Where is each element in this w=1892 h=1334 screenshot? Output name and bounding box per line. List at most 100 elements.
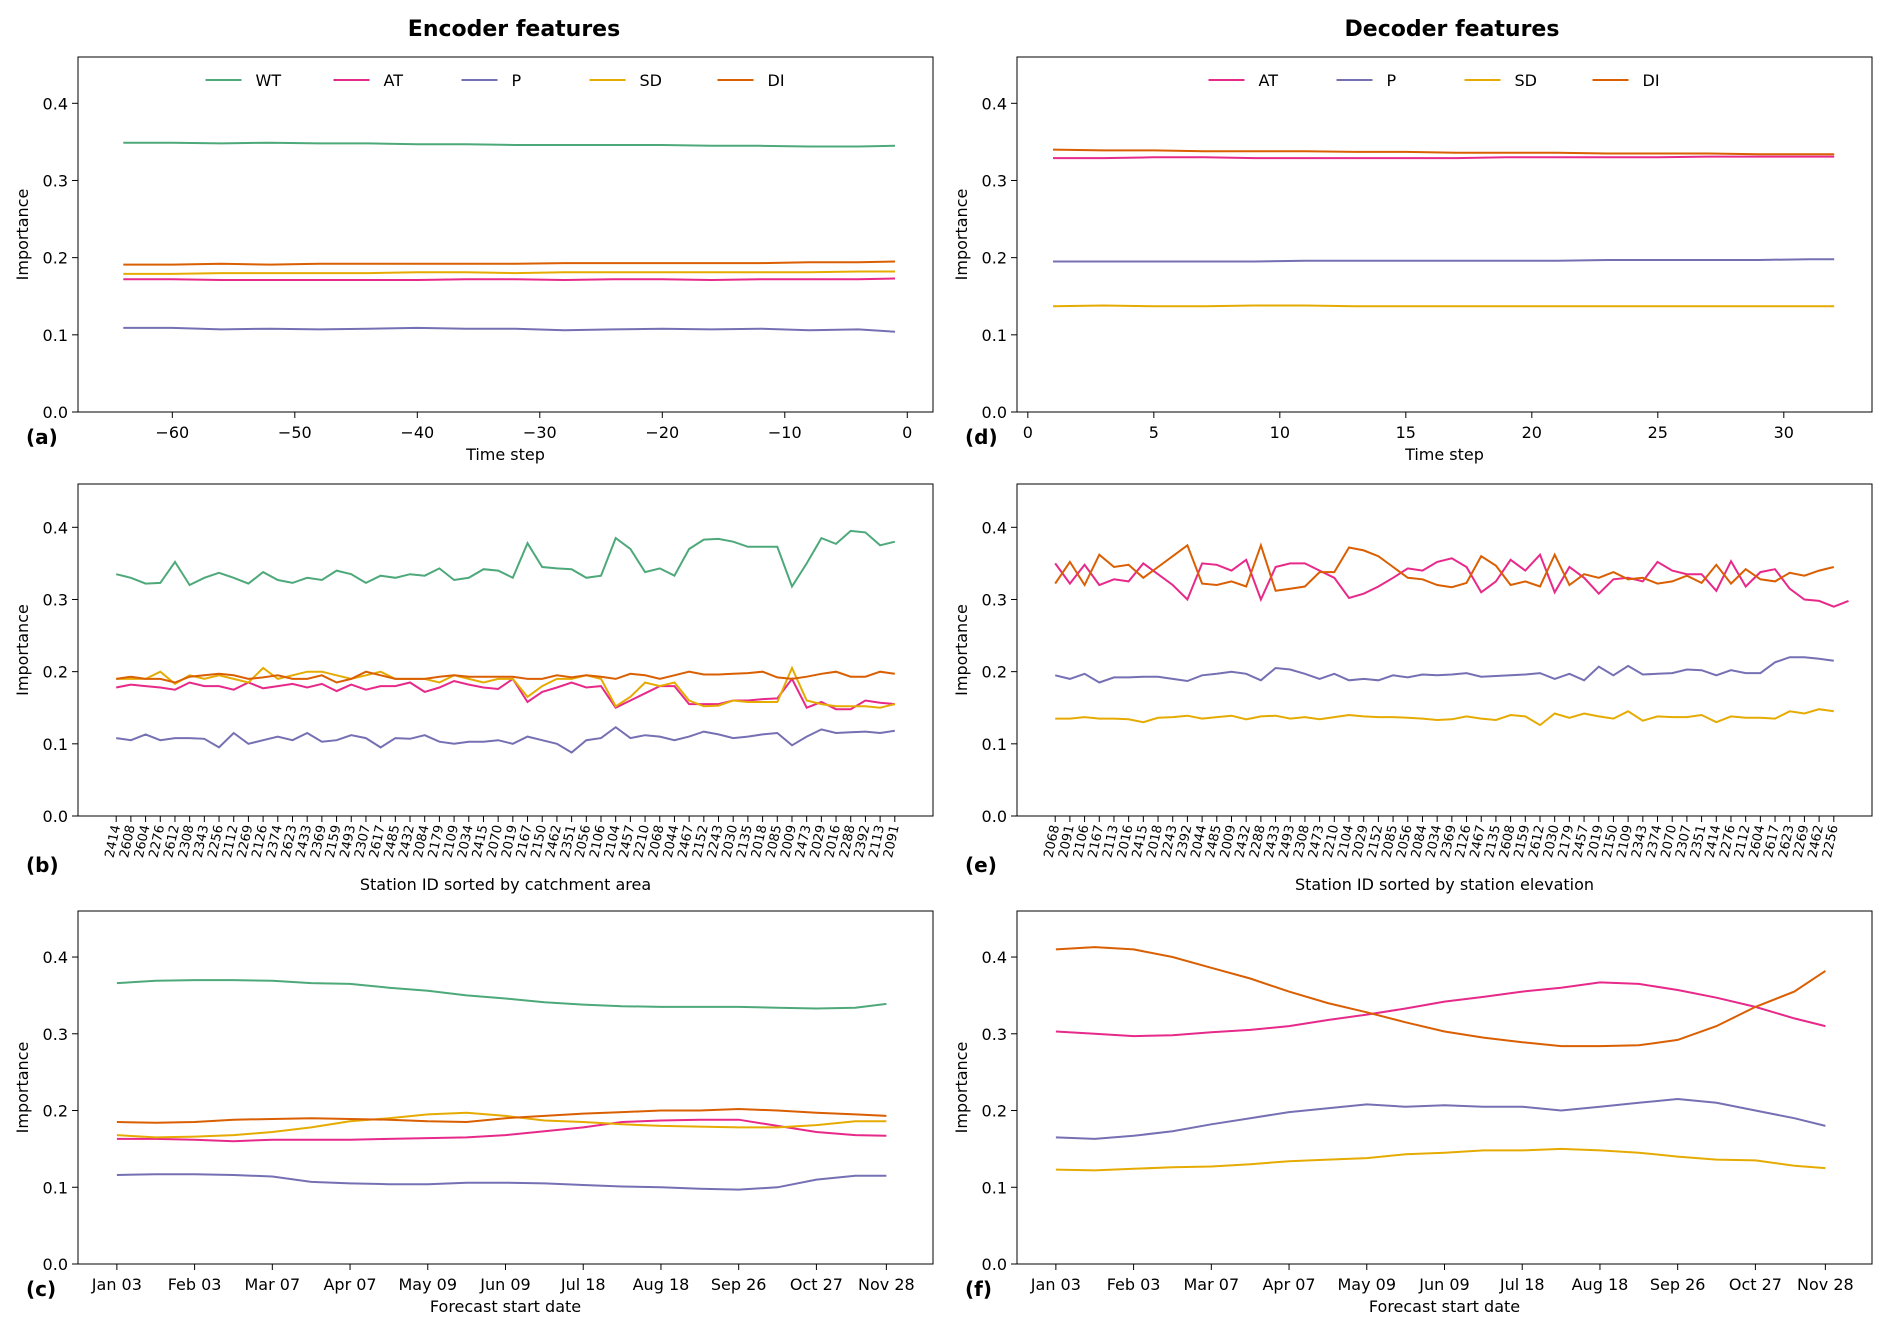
x-tick-label: 2351: [558, 824, 580, 859]
x-tick-label: 2106: [587, 824, 609, 859]
x-tick-label: 0: [902, 423, 912, 442]
series-line-wt: [115, 529, 896, 589]
x-tick-label: 2034: [1424, 824, 1446, 859]
y-tick-label: 0.1: [982, 1178, 1007, 1197]
x-tick-label: 2276: [147, 824, 169, 859]
y-tick-label: 0.0: [982, 403, 1007, 422]
axes-frame: [77, 483, 934, 817]
x-tick-label: Aug 18: [1572, 1275, 1629, 1294]
legend-label-at: AT: [384, 71, 404, 90]
x-axis-label: Station ID sorted by station elevation: [1295, 875, 1594, 894]
x-tick-label: 2414: [103, 824, 125, 859]
x-tick-label: Jan 03: [91, 1275, 142, 1294]
series-line-di: [123, 260, 896, 266]
x-tick-label: 2009: [1218, 824, 1240, 859]
series-line-wt: [123, 141, 896, 148]
x-tick-label: 2493: [1277, 824, 1299, 859]
y-tick-label: 0.2: [982, 1102, 1007, 1121]
series-line-p: [1053, 258, 1835, 263]
x-tick-label: 2243: [1159, 824, 1181, 859]
legend-label-di: DI: [1643, 71, 1660, 90]
x-tick-label: 2433: [294, 824, 316, 859]
x-tick-label: 2432: [396, 824, 418, 859]
series-line-sd: [1055, 708, 1834, 727]
series-line-di: [116, 670, 895, 684]
series-line-di: [1052, 148, 1835, 156]
x-tick-label: 2269: [1791, 824, 1813, 859]
x-tick-label: 2106: [1071, 824, 1093, 859]
x-tick-label: 2135: [734, 824, 756, 859]
x-tick-label: 2623: [1776, 824, 1798, 859]
x-tick-label: 2256: [1820, 824, 1842, 859]
x-axis-label: Time step: [1404, 445, 1484, 464]
x-tick-label: 2084: [411, 824, 433, 859]
x-tick-label: 2269: [235, 824, 257, 859]
legend: WT AT P SD DI: [205, 71, 785, 90]
series-line-di: [116, 1107, 887, 1124]
axes-frame: [1016, 56, 1873, 413]
panel-d: 0.0 0.1 0.2 0.3 0.4 0 5 10 15 20 25 30 Time step Impo…: [952, 56, 1873, 464]
x-tick-label: 2457: [1570, 824, 1592, 859]
panel-label: (f): [965, 1277, 992, 1301]
x-tick-label: 2374: [264, 824, 286, 859]
x-tick-label: 2467: [1468, 824, 1490, 859]
x-tick-label: 2009: [778, 824, 800, 859]
y-tick-label: 0.3: [982, 171, 1007, 190]
x-tick-label: 2109: [440, 824, 462, 859]
x-tick-label: 2467: [675, 824, 697, 859]
x-tick-label: 2256: [205, 824, 227, 859]
x-tick-label: Jun 09: [479, 1275, 530, 1294]
y-tick-label: 0.2: [982, 663, 1007, 682]
y-tick-label: 0.0: [982, 1255, 1007, 1274]
x-tick-label: 2351: [1688, 824, 1710, 859]
x-tick-label: Nov 28: [1797, 1275, 1854, 1294]
x-tick-label: 2068: [646, 824, 668, 859]
x-tick-label: May 09: [399, 1275, 458, 1294]
y-tick-label: 0.3: [982, 590, 1007, 609]
x-tick-label: 2019: [499, 824, 521, 859]
x-tick-label: Jan 03: [1030, 1275, 1081, 1294]
x-tick-label: 2135: [1482, 824, 1504, 859]
series-line-p: [123, 326, 896, 333]
x-tick-label: Oct 27: [790, 1275, 843, 1294]
series-line-at: [116, 1118, 887, 1143]
x-tick-label: 2104: [1335, 824, 1357, 859]
x-tick-label: 2016: [1115, 824, 1137, 859]
y-axis-label: Importance: [13, 604, 32, 696]
x-tick-label: 2343: [1629, 824, 1651, 859]
x-tick-label: 2056: [1394, 824, 1416, 859]
x-tick-label: 2473: [793, 824, 815, 859]
series-line-sd: [1052, 304, 1835, 308]
x-tick-label: 2044: [661, 824, 683, 859]
x-tick-label: 2019: [1585, 824, 1607, 859]
y-tick-label: 0.1: [43, 1178, 68, 1197]
x-tick-label: 2392: [852, 824, 874, 859]
x-tick-label: −10: [768, 423, 802, 442]
y-tick-label: 0.4: [982, 94, 1007, 113]
x-tick-label: 2374: [1644, 824, 1666, 859]
x-tick-label: May 09: [1338, 1275, 1397, 1294]
decoder-title: Decoder features: [1345, 17, 1560, 42]
legend-label-di: DI: [768, 71, 785, 90]
x-tick-label: 5: [1149, 423, 1159, 442]
x-tick-label: 2485: [382, 824, 404, 859]
y-axis-label: Importance: [952, 604, 971, 696]
panel-label: (d): [965, 425, 998, 449]
x-tick-label: Jun 09: [1418, 1275, 1469, 1294]
series-line-at: [1054, 552, 1849, 608]
series-line-p: [1054, 656, 1834, 684]
y-tick-label: 0.3: [982, 1025, 1007, 1044]
x-tick-label: 2084: [1409, 824, 1431, 859]
y-tick-label: 0.4: [982, 948, 1007, 967]
x-tick-label: 2308: [176, 824, 198, 859]
panel-e: 0.00.10.20.30.42068209121062167211320162…: [952, 483, 1873, 894]
y-tick-label: 0.2: [982, 249, 1007, 268]
x-tick-label: 2612: [1526, 824, 1548, 859]
y-tick-label: 0.3: [43, 171, 68, 190]
x-tick-label: 2150: [529, 824, 551, 859]
series-line-at: [116, 677, 895, 711]
y-tick-label: 0.4: [43, 518, 68, 537]
x-tick-label: 2485: [1203, 824, 1225, 859]
x-tick-label: Aug 18: [633, 1275, 690, 1294]
